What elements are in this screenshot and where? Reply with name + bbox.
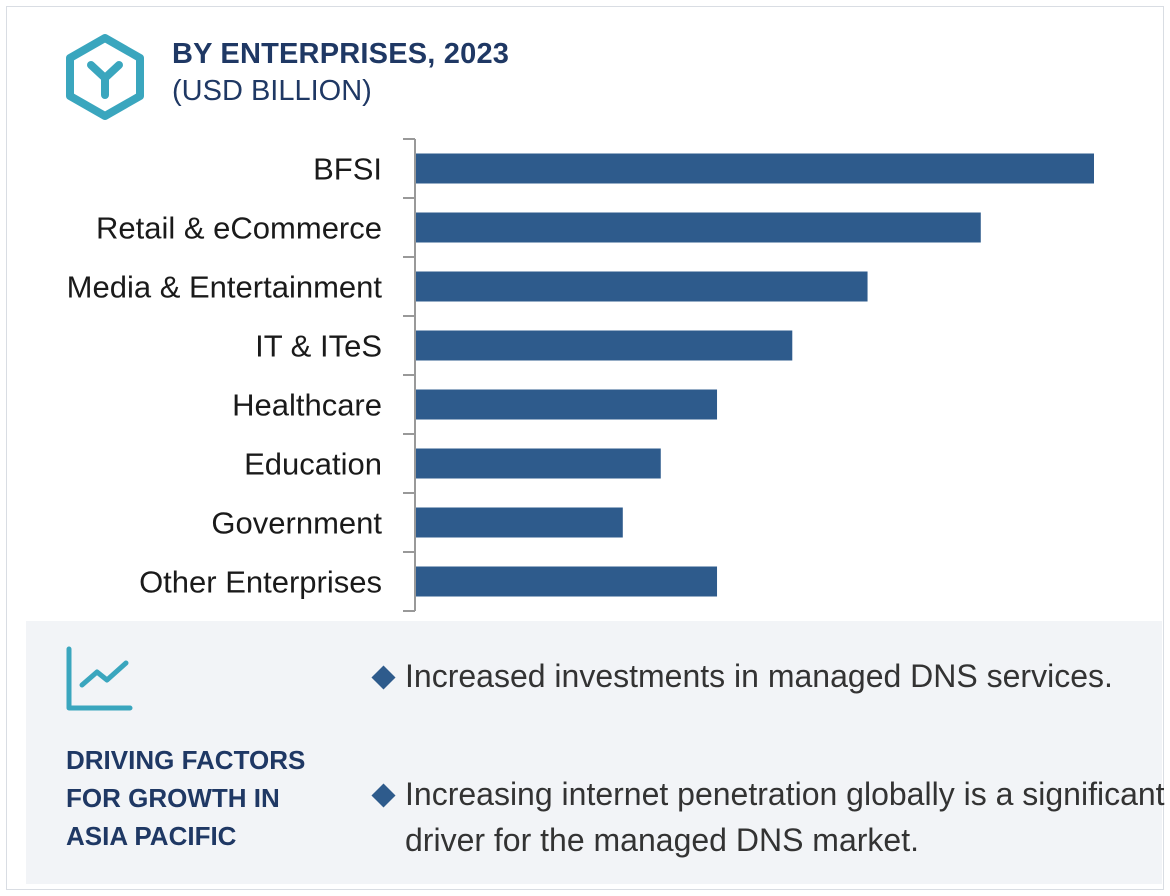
infographic-frame	[6, 6, 1164, 890]
bullet-item: Increasing internet penetration globally…	[371, 771, 1165, 863]
bar-retail-ecommerce	[416, 212, 981, 243]
trend-chart-icon	[66, 646, 133, 711]
category-label: BFSI	[313, 152, 382, 187]
bar-bfsi	[416, 153, 1094, 184]
category-label: Media & Entertainment	[67, 270, 383, 305]
diamond-bullet-icon	[371, 783, 396, 808]
bullet-text: Increasing internet penetration globally…	[405, 776, 1165, 858]
bar-chart: BFSI Retail & eCommerce Media & Entertainm…	[67, 138, 1094, 612]
chart-unit-subtitle: (USD BILLION)	[172, 75, 372, 107]
bar-other-enterprises	[416, 566, 718, 597]
diamond-bullet-icon	[371, 665, 396, 690]
category-label: IT & ITeS	[255, 329, 382, 364]
category-label: Government	[211, 506, 382, 541]
bar-media-entertainment	[416, 271, 868, 302]
category-label: Healthcare	[232, 388, 382, 423]
hexagon-y-icon	[66, 34, 144, 120]
bullet-item: Increased investments in managed DNS ser…	[371, 653, 1165, 699]
bar-government	[416, 507, 623, 538]
bar-education	[416, 448, 661, 479]
bar-it-ites	[416, 330, 793, 361]
bullet-text: Increased investments in managed DNS ser…	[405, 658, 1113, 694]
bar-healthcare	[416, 389, 718, 420]
driving-factors-panel	[26, 621, 1162, 884]
category-label: Other Enterprises	[139, 565, 382, 600]
category-label: Education	[244, 447, 382, 482]
driving-factors-heading: DRIVING FACTORS FOR GROWTH IN ASIA PACIF…	[66, 745, 306, 851]
chart-title: BY ENTERPRISES, 2023	[172, 38, 510, 70]
category-label: Retail & eCommerce	[96, 211, 382, 246]
